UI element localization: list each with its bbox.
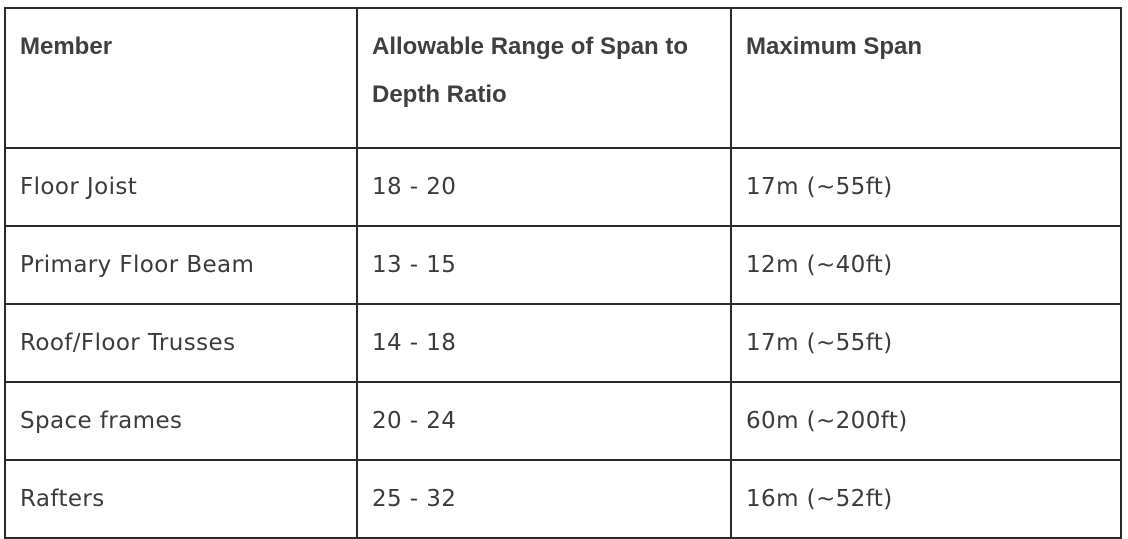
cell-ratio: 18 - 20 (356, 147, 732, 227)
table-row: Primary Floor Beam 13 - 15 12m (~40ft) (4, 225, 1122, 305)
cell-member: Primary Floor Beam (4, 225, 358, 305)
table-row: Roof/Floor Trusses 14 - 18 17m (~55ft) (4, 303, 1122, 383)
header-member: Member (4, 7, 358, 149)
cell-ratio: 14 - 18 (356, 303, 732, 383)
cell-ratio: 13 - 15 (356, 225, 732, 305)
table-row: Floor Joist 18 - 20 17m (~55ft) (4, 147, 1122, 227)
table-row: Rafters 25 - 32 16m (~52ft) (4, 459, 1122, 539)
cell-member: Roof/Floor Trusses (4, 303, 358, 383)
cell-ratio: 25 - 32 (356, 459, 732, 539)
cell-max-span: 17m (~55ft) (730, 303, 1122, 383)
cell-ratio: 20 - 24 (356, 381, 732, 461)
table-container: Member Allowable Range of Span to Depth … (4, 7, 1122, 539)
cell-member: Floor Joist (4, 147, 358, 227)
table-header-row: Member Allowable Range of Span to Depth … (4, 7, 1122, 149)
header-span-depth-ratio: Allowable Range of Span to Depth Ratio (356, 7, 732, 149)
span-depth-table: Member Allowable Range of Span to Depth … (4, 7, 1122, 539)
table-row: Space frames 20 - 24 60m (~200ft) (4, 381, 1122, 461)
cell-max-span: 60m (~200ft) (730, 381, 1122, 461)
cell-member: Rafters (4, 459, 358, 539)
cell-max-span: 17m (~55ft) (730, 147, 1122, 227)
cell-max-span: 16m (~52ft) (730, 459, 1122, 539)
cell-max-span: 12m (~40ft) (730, 225, 1122, 305)
header-maximum-span: Maximum Span (730, 7, 1122, 149)
cell-member: Space frames (4, 381, 358, 461)
